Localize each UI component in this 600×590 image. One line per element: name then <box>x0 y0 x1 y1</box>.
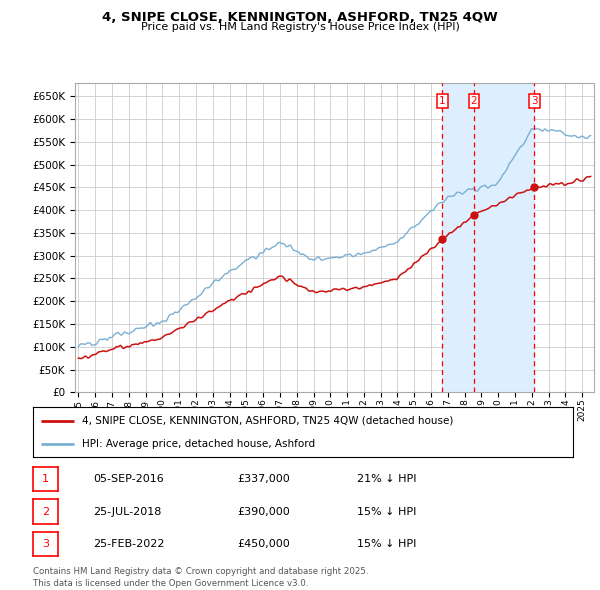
Text: 2: 2 <box>42 507 49 516</box>
Text: £337,000: £337,000 <box>237 474 290 484</box>
Bar <box>474 83 535 392</box>
Text: 3: 3 <box>42 539 49 549</box>
Text: HPI: Average price, detached house, Ashford: HPI: Average price, detached house, Ashf… <box>82 439 315 449</box>
Text: Price paid vs. HM Land Registry's House Price Index (HPI): Price paid vs. HM Land Registry's House … <box>140 22 460 32</box>
Text: 4, SNIPE CLOSE, KENNINGTON, ASHFORD, TN25 4QW (detached house): 4, SNIPE CLOSE, KENNINGTON, ASHFORD, TN2… <box>82 415 453 425</box>
Text: Contains HM Land Registry data © Crown copyright and database right 2025.
This d: Contains HM Land Registry data © Crown c… <box>33 568 368 588</box>
Text: 21% ↓ HPI: 21% ↓ HPI <box>357 474 416 484</box>
Text: 1: 1 <box>439 96 446 106</box>
Text: 05-SEP-2016: 05-SEP-2016 <box>93 474 164 484</box>
Text: 2: 2 <box>471 96 478 106</box>
Text: 25-FEB-2022: 25-FEB-2022 <box>93 539 164 549</box>
Text: 15% ↓ HPI: 15% ↓ HPI <box>357 507 416 516</box>
Text: £390,000: £390,000 <box>237 507 290 516</box>
Text: 15% ↓ HPI: 15% ↓ HPI <box>357 539 416 549</box>
Text: £450,000: £450,000 <box>237 539 290 549</box>
Text: 1: 1 <box>42 474 49 484</box>
Text: 4, SNIPE CLOSE, KENNINGTON, ASHFORD, TN25 4QW: 4, SNIPE CLOSE, KENNINGTON, ASHFORD, TN2… <box>102 11 498 24</box>
Bar <box>442 83 474 392</box>
Text: 3: 3 <box>531 96 538 106</box>
Text: 25-JUL-2018: 25-JUL-2018 <box>93 507 161 516</box>
